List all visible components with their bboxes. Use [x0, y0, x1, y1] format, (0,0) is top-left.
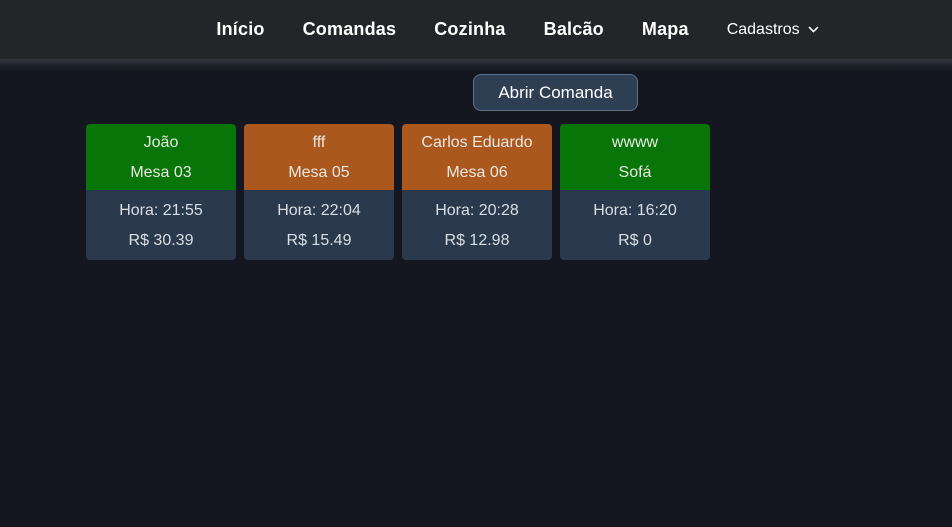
comanda-table-label: Sofá — [618, 163, 652, 181]
comanda-time: Hora: 21:55 — [119, 201, 203, 219]
comanda-card-body: Hora: 20:28 R$ 12.98 — [402, 190, 552, 260]
open-comanda-button[interactable]: Abrir Comanda — [473, 74, 638, 111]
main-content: Abrir Comanda João Mesa 03 Hora: 21:55 R… — [0, 74, 952, 260]
comanda-customer-name: wwww — [611, 133, 659, 151]
comanda-card-header: wwww Sofá — [560, 124, 710, 190]
comanda-time: Hora: 16:20 — [593, 201, 677, 219]
comanda-card[interactable]: Carlos Eduardo Mesa 06 Hora: 20:28 R$ 12… — [402, 124, 552, 260]
comanda-table-label: Mesa 06 — [446, 163, 508, 181]
button-row: Abrir Comanda — [0, 74, 952, 111]
comanda-time: Hora: 20:28 — [435, 201, 519, 219]
comanda-card-header: fff Mesa 05 — [244, 124, 394, 190]
comanda-card-header: Carlos Eduardo Mesa 06 — [402, 124, 552, 190]
comanda-table-label: Mesa 03 — [130, 163, 192, 181]
comanda-total: R$ 30.39 — [128, 231, 194, 249]
comanda-card-body: Hora: 16:20 R$ 0 — [560, 190, 710, 260]
comanda-card[interactable]: fff Mesa 05 Hora: 22:04 R$ 15.49 — [244, 124, 394, 260]
comanda-total: R$ 15.49 — [286, 231, 352, 249]
nav-items: Início Comandas Cozinha Balcão Mapa Cada… — [216, 19, 819, 40]
comanda-total: R$ 0 — [618, 231, 652, 249]
chevron-down-icon — [807, 23, 820, 36]
comanda-table-label: Mesa 05 — [288, 163, 350, 181]
nav-item-mapa[interactable]: Mapa — [641, 19, 689, 39]
comanda-card[interactable]: João Mesa 03 Hora: 21:55 R$ 30.39 — [86, 124, 236, 260]
comanda-time: Hora: 22:04 — [277, 201, 361, 219]
comanda-customer-name: João — [143, 133, 179, 151]
comanda-cards-row: João Mesa 03 Hora: 21:55 R$ 30.39 fff Me… — [86, 124, 952, 260]
comanda-customer-name: Carlos Eduardo — [421, 133, 533, 151]
nav-dropdown-label: Cadastros — [726, 20, 800, 38]
nav-item-cozinha[interactable]: Cozinha — [434, 19, 506, 39]
nav-item-inicio[interactable]: Início — [216, 19, 265, 39]
navbar-shadow — [0, 60, 952, 72]
comanda-customer-name: fff — [312, 133, 326, 151]
comanda-total: R$ 12.98 — [444, 231, 510, 249]
comanda-card[interactable]: wwww Sofá Hora: 16:20 R$ 0 — [560, 124, 710, 260]
comanda-card-header: João Mesa 03 — [86, 124, 236, 190]
comanda-card-body: Hora: 21:55 R$ 30.39 — [86, 190, 236, 260]
nav-item-comandas[interactable]: Comandas — [302, 19, 397, 39]
nav-item-balcao[interactable]: Balcão — [543, 19, 604, 39]
nav-dropdown-cadastros[interactable]: Cadastros — [727, 21, 820, 39]
top-navbar: Início Comandas Cozinha Balcão Mapa Cada… — [0, 0, 952, 60]
comanda-card-body: Hora: 22:04 R$ 15.49 — [244, 190, 394, 260]
